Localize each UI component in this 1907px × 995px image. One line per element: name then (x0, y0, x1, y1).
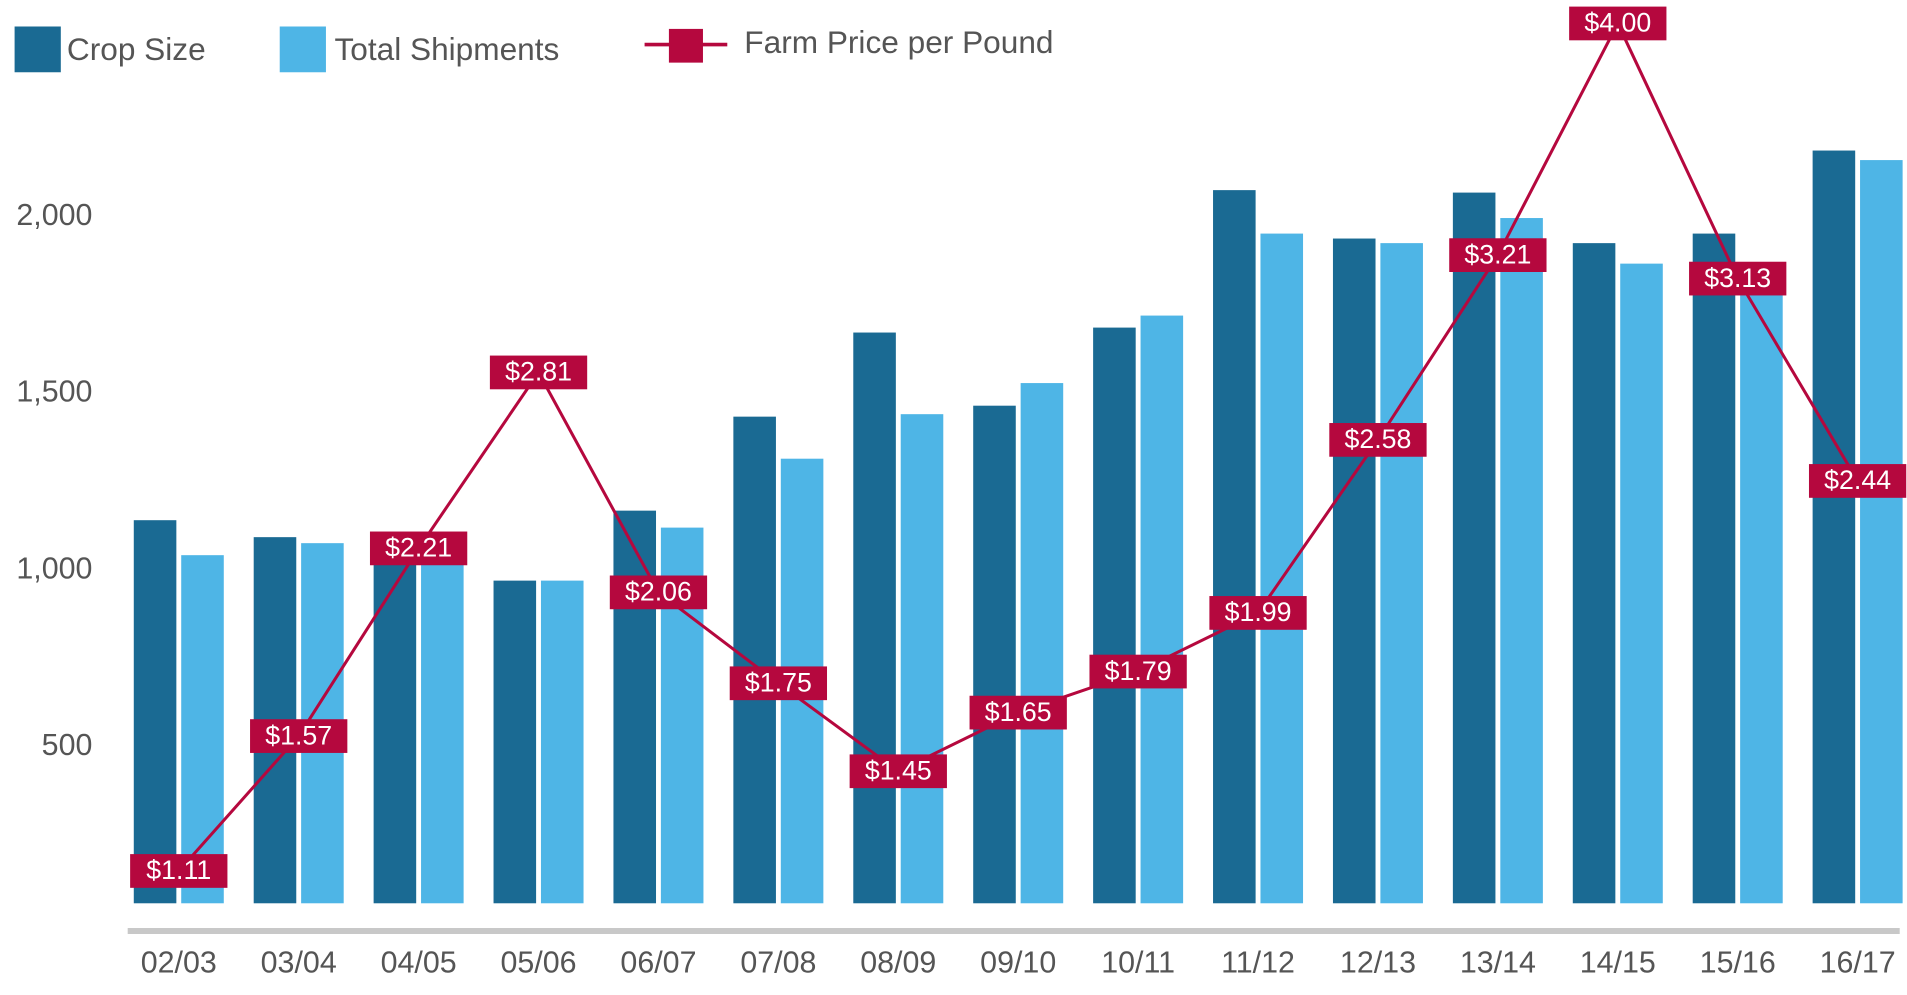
price-label-text: $1.99 (1225, 597, 1292, 627)
price-label-text: $2.58 (1344, 424, 1411, 454)
bar (1020, 383, 1064, 904)
bar (1260, 233, 1304, 904)
price-label: $1.45 (849, 754, 947, 789)
bar (613, 510, 657, 904)
x-tick-label: 10/11 (1101, 947, 1175, 980)
legend-swatch (279, 26, 326, 73)
x-tick-label: 04/05 (381, 947, 457, 980)
price-label-box (1689, 261, 1787, 296)
bar (493, 580, 537, 904)
price-label-text: $1.65 (985, 697, 1052, 727)
legend-label: Farm Price per Pound (744, 25, 1053, 60)
price-label-text: $2.81 (505, 357, 572, 387)
x-tick-label: 14/15 (1580, 947, 1656, 980)
bar (973, 405, 1016, 904)
x-tick-label: 03/04 (261, 947, 337, 980)
price-label-text: $1.45 (865, 756, 932, 786)
price-label: $2.81 (489, 355, 588, 390)
bar (1093, 327, 1136, 904)
price-label: $2.06 (609, 575, 708, 610)
x-tick-label: 08/09 (860, 947, 936, 980)
price-label-box (1209, 596, 1307, 630)
bar (1500, 218, 1543, 904)
bar (1380, 243, 1423, 904)
price-label: $1.57 (250, 719, 348, 753)
price-label-box (130, 854, 228, 888)
y-tick-label: 1,000 (16, 552, 92, 585)
price-label: $1.65 (969, 695, 1067, 730)
price-label-box (250, 719, 348, 753)
price-label: $2.44 (1808, 464, 1907, 498)
bar (133, 520, 177, 904)
x-tick-label: 11/12 (1221, 947, 1295, 980)
price-label-box (849, 754, 947, 789)
price-label-text: $4.00 (1584, 8, 1651, 38)
x-tick-label: 06/07 (620, 947, 696, 980)
bar (1812, 150, 1856, 904)
bar (733, 416, 776, 904)
x-tick-label: 13/14 (1460, 947, 1536, 980)
price-label-text: $2.44 (1824, 465, 1891, 495)
bar (853, 332, 896, 904)
bar (1332, 238, 1376, 904)
price-label-box (369, 531, 468, 566)
price-label: $1.11 (130, 854, 228, 888)
legend-marker (668, 28, 703, 63)
bar (1692, 233, 1736, 904)
bar (1140, 315, 1184, 904)
price-label-text: $3.21 (1464, 239, 1531, 269)
legend-label: Total Shipments (334, 32, 559, 67)
price-label: $1.75 (729, 666, 828, 701)
price-label: $3.13 (1689, 261, 1787, 296)
price-label: $2.21 (369, 531, 468, 566)
price-label-text: $1.75 (745, 668, 812, 698)
x-tick-label: 05/06 (500, 947, 576, 980)
x-tick-label: 12/13 (1340, 947, 1416, 980)
price-label-text: $2.21 (385, 533, 452, 563)
price-label-text: $3.13 (1704, 263, 1771, 293)
price-label-box (489, 355, 588, 390)
price-label: $4.00 (1569, 6, 1667, 41)
price-label: $3.21 (1449, 238, 1547, 272)
price-label: $2.58 (1329, 423, 1427, 457)
legend-swatch (14, 26, 61, 73)
bar (1213, 190, 1256, 904)
x-tick-label: 02/03 (141, 947, 217, 980)
y-tick-label: 2,000 (16, 199, 92, 232)
y-tick-label: 500 (42, 729, 93, 762)
x-tick-label: 15/16 (1700, 947, 1776, 980)
price-label-text: $2.06 (625, 577, 692, 607)
price-label-box (1808, 464, 1907, 498)
x-tick-label: 07/08 (740, 947, 816, 980)
price-label-text: $1.57 (265, 720, 332, 750)
bar (421, 555, 464, 904)
x-tick-label: 09/10 (980, 947, 1056, 980)
bar (1572, 243, 1616, 904)
price-label-box (609, 575, 708, 610)
bar (181, 555, 224, 904)
y-tick-label: 1,500 (16, 376, 92, 409)
bar (540, 580, 584, 904)
x-tick-label: 16/17 (1820, 947, 1896, 980)
price-label-box (1089, 654, 1187, 689)
price-label-text: $1.79 (1105, 656, 1172, 686)
bar (1860, 160, 1903, 904)
legend-label: Crop Size (67, 32, 206, 67)
bar (1452, 192, 1496, 904)
bar (1620, 263, 1663, 904)
price-label-box (969, 695, 1067, 730)
bar (1740, 263, 1783, 904)
bar (900, 414, 944, 904)
price-label-box (1569, 6, 1667, 41)
price-label-box (729, 666, 828, 701)
price-label-text: $1.11 (146, 855, 211, 885)
price-label: $1.79 (1089, 654, 1187, 689)
price-label-box (1329, 423, 1427, 457)
price-label: $1.99 (1209, 596, 1307, 630)
price-label-box (1449, 238, 1547, 272)
bar (373, 550, 417, 904)
